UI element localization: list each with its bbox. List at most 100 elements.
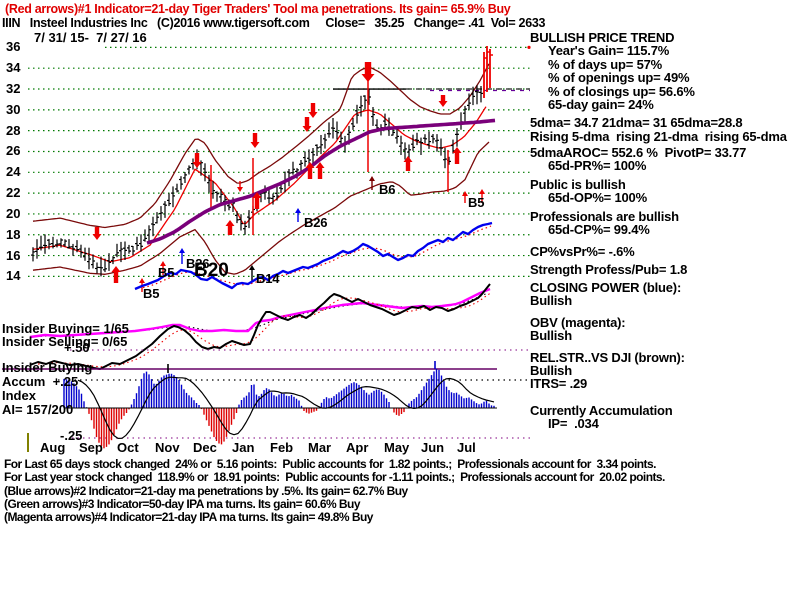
arrow-head-17 — [462, 191, 468, 196]
arrow-head-18 — [479, 189, 485, 194]
signal-label-b5-7: B5 — [468, 195, 485, 210]
footer-line-4: (Green arrows)#3 Indicator=50-day IPA ma… — [4, 497, 361, 511]
relstr-line — [29, 283, 491, 370]
price-tick-18: 18 — [6, 226, 21, 242]
arrow-up-14 — [452, 147, 462, 164]
panel-line-15: Strength Profess/Pub= 1.8 — [530, 262, 688, 277]
mid-label-6: AI= 157/200 — [2, 402, 74, 417]
month-label-feb: Feb — [270, 440, 294, 455]
arrow-down-5 — [308, 103, 318, 118]
price-tick-26: 26 — [6, 143, 21, 159]
panel-line-17: Bullish — [530, 293, 572, 308]
mid-label-3: Insider Buying — [2, 360, 93, 375]
arrow-up-12 — [315, 162, 325, 179]
arrow-up-11 — [305, 162, 315, 179]
arrow-down-1 — [192, 153, 202, 168]
month-label-oct: Oct — [117, 440, 139, 455]
footer-line-2: For Last year stock changed 118.9% or 18… — [4, 470, 665, 484]
panel-line-2: % of days up= 57% — [548, 57, 662, 72]
panel-line-23: Currently Accumulation — [530, 403, 673, 418]
price-tick-16: 16 — [6, 247, 21, 263]
price-tick-32: 32 — [6, 81, 21, 97]
panel-line-20: REL.STR..VS DJI (brown): — [530, 350, 685, 365]
month-label-sep: Sep — [79, 440, 103, 455]
signal-label-b14-4: B14 — [256, 271, 280, 286]
ma21-line — [32, 106, 487, 263]
accum-histogram-negative — [88, 408, 405, 449]
footer-line-1: For Last 65 days stock changed 24% or 5.… — [4, 457, 656, 471]
arrow-down-3 — [250, 133, 260, 148]
mid-label-5: Index — [2, 388, 36, 403]
arrow-head-21 — [249, 265, 255, 270]
signal-label-b6-6: B6 — [379, 182, 396, 197]
arrow-head-20 — [295, 208, 301, 213]
arrow-up-13 — [403, 156, 413, 171]
month-label-jan: Jan — [232, 440, 255, 455]
accum-histogram-positive — [63, 368, 495, 408]
price-tick-20: 20 — [6, 205, 21, 221]
arrow-down-6 — [361, 62, 375, 82]
signal-label-b26-5: B26 — [304, 215, 328, 230]
panel-line-3: % of openings up= 49% — [548, 70, 690, 85]
closing-power-line — [134, 221, 493, 291]
panel-line-12: Professionals are bullish — [530, 209, 679, 224]
arrow-head-16 — [160, 261, 166, 266]
arrow-up-8 — [111, 266, 121, 283]
price-tick-30: 30 — [6, 101, 21, 117]
panel-line-24: IP= .034 — [548, 416, 599, 431]
ma65-line — [146, 118, 496, 245]
panel-line-19: Bullish — [530, 328, 572, 343]
footer-line-3: (Blue arrows)#2 Indicator=21-day ma pene… — [4, 484, 408, 498]
price-tick-14: 14 — [6, 268, 21, 284]
panel-line-11: 65d-OP%= 100% — [548, 190, 647, 205]
date-range: 7/ 31/ 15- 7/ 27/ 16 — [34, 30, 147, 45]
month-label-nov: Nov — [155, 440, 180, 455]
mid-label-2: +.50 — [64, 340, 90, 355]
arrow-down-4 — [302, 117, 312, 132]
price-tick-24: 24 — [6, 164, 21, 180]
obv-line — [29, 287, 491, 339]
panel-line-6: 5dma= 34.7 21dma= 31 65dma=28.8 — [530, 115, 743, 130]
panel-line-16: CLOSING POWER (blue): — [530, 280, 682, 295]
signal-label-b26-2: B26 — [186, 256, 210, 271]
signal-label-b5-1: B5 — [158, 265, 175, 280]
closing-power-ma-dotted — [142, 225, 492, 289]
price-tick-28: 28 — [6, 122, 21, 138]
mid-label-1: Insider Selling= 0/65 — [2, 334, 128, 349]
grid-end-dot — [527, 45, 531, 49]
panel-line-8: 5dmaAROC= 552.6 % PivotP= 33.77 — [530, 145, 747, 160]
signal-label-b5-0: B5 — [143, 286, 160, 301]
mid-label-4: Accum +.25 — [2, 374, 79, 389]
panel-line-5: 65-day gain= 24% — [548, 97, 654, 112]
month-label-jul: Jul — [457, 440, 476, 455]
price-tick-36: 36 — [6, 39, 21, 55]
panel-line-13: 65d-CP%= 99.4% — [548, 222, 650, 237]
panel-line-1: Year's Gain= 115.7% — [548, 43, 670, 58]
price-tick-34: 34 — [6, 60, 21, 76]
mid-label-0: Insider Buying= 1/65 — [2, 321, 129, 336]
panel-line-18: OBV (magenta): — [530, 315, 626, 330]
ticker-title-line: IIIN Insteel Industries Inc (C)2016 www.… — [2, 16, 546, 30]
arrow-up-9 — [225, 220, 235, 235]
price-bars — [31, 85, 483, 277]
panel-line-9: 65d-PR%= 100% — [548, 158, 647, 173]
arrow-head-22 — [369, 176, 375, 181]
arrow-head-19 — [179, 248, 185, 253]
panel-line-21: Bullish — [530, 363, 572, 378]
arrow-up-10 — [252, 192, 262, 209]
upper-band — [32, 63, 490, 229]
arrow-down-7 — [438, 95, 448, 107]
arrow-down-0 — [92, 227, 102, 240]
arrow-head-15 — [139, 278, 145, 283]
lower-band — [32, 141, 490, 275]
month-label-may: May — [384, 440, 410, 455]
price-tick-22: 22 — [6, 185, 21, 201]
panel-line-4: % of closings up= 56.6% — [548, 84, 695, 99]
panel-line-10: Public is bullish — [530, 177, 626, 192]
arrow-head-2 — [237, 187, 243, 192]
mid-label-7: -.25 — [60, 428, 83, 443]
panel-line-7: Rising 5-dma rising 21-dma rising 65-dma — [530, 129, 787, 144]
indicator1-header: (Red arrows)#1 Indicator=21-day Tiger Tr… — [5, 2, 511, 16]
